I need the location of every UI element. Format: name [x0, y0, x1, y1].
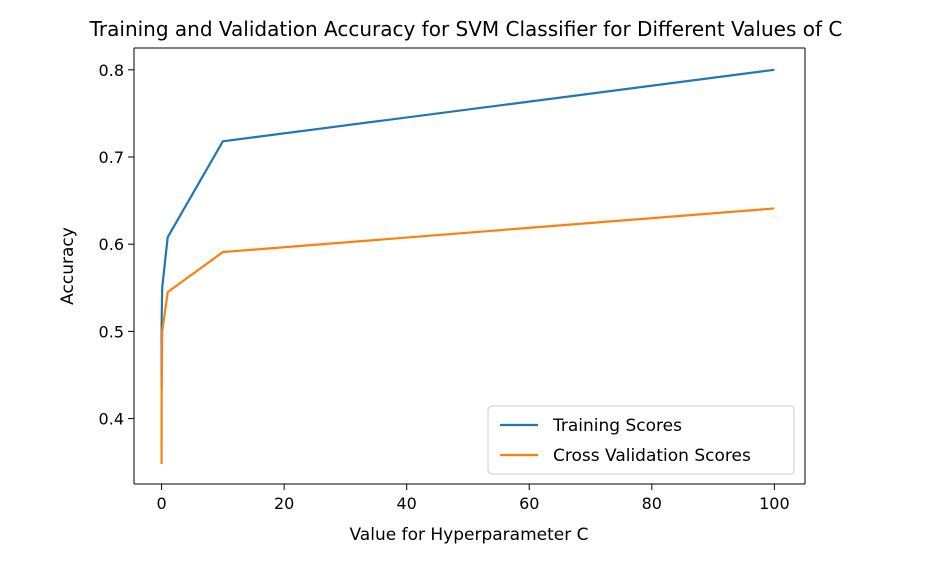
legend-label-cross-validation: Cross Validation Scores: [553, 446, 751, 466]
y-ticks: 0.4 0.5 0.6 0.7 0.8: [99, 61, 134, 429]
y-axis-label: Accuracy: [58, 227, 78, 305]
series-line-cross-validation: [160, 207, 775, 464]
x-axis-label: Value for Hyperparameter C: [350, 525, 589, 545]
y-tick-label: 0.4: [99, 410, 124, 429]
y-tick-label: 0.6: [99, 235, 124, 254]
x-ticks: 0 20 40 60 80 100: [156, 484, 790, 513]
x-tick-label: 80: [642, 494, 662, 513]
chart-title: Training and Validation Accuracy for SVM…: [89, 17, 843, 41]
legend-label-training: Training Scores: [552, 416, 682, 436]
legend-box: [487, 405, 795, 475]
y-tick-label: 0.5: [99, 322, 124, 341]
x-tick-label: 0: [156, 494, 166, 513]
x-tick-label: 40: [397, 494, 417, 513]
x-tick-label: 20: [274, 494, 294, 513]
x-tick-label: 100: [759, 494, 790, 513]
series-layer: [160, 68, 775, 464]
legend: Training Scores Cross Validation Scores: [487, 405, 795, 475]
x-tick-label: 60: [519, 494, 539, 513]
y-tick-label: 0.8: [99, 61, 124, 80]
y-tick-label: 0.7: [99, 148, 124, 167]
